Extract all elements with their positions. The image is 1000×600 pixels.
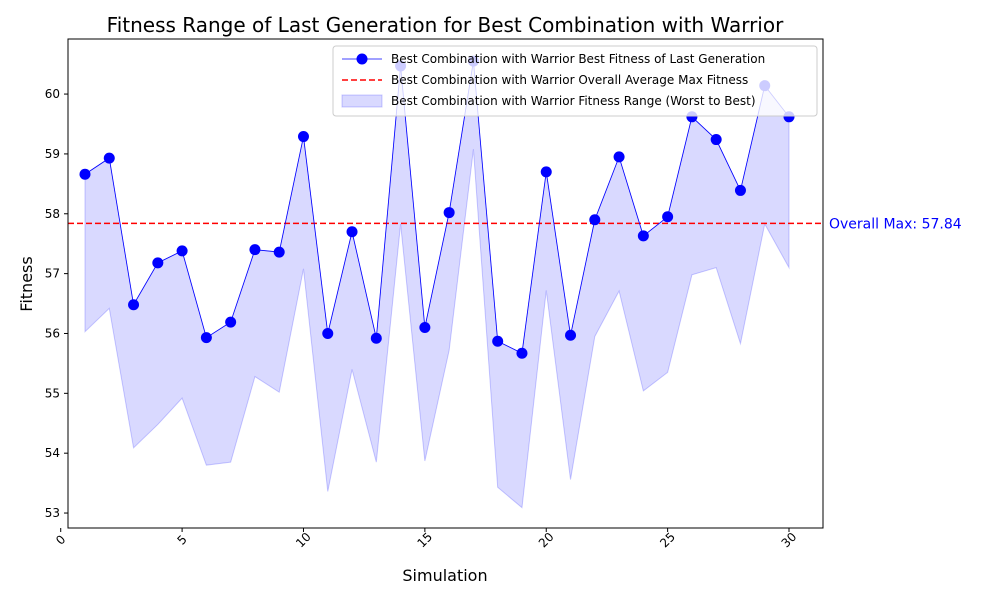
best-fitness-point [637, 230, 649, 242]
best-fitness-point [565, 329, 577, 341]
fitness-range-band-layer [84, 61, 790, 509]
x-tick-label: 5 [174, 532, 189, 547]
best-fitness-point [443, 207, 455, 219]
best-fitness-point [613, 151, 625, 163]
best-fitness-point [662, 211, 674, 223]
best-fitness-point [734, 184, 746, 196]
best-fitness-point [370, 332, 382, 344]
best-fitness-point [419, 321, 431, 333]
best-fitness-line [84, 61, 790, 354]
best-fitness-point [540, 166, 552, 178]
x-tick-label: 25 [657, 530, 678, 551]
best-fitness-point [152, 257, 164, 269]
y-tick-label: 60 [45, 87, 60, 101]
x-axis-ticks: 0 5 10 15 20 25 30 [53, 528, 799, 550]
chart-title: Fitness Range of Last Generation for Bes… [107, 13, 784, 37]
best-fitness-point [492, 335, 504, 347]
overall-max-annotation: Overall Max: 57.84 [829, 216, 962, 232]
fitness-range-band [84, 61, 790, 509]
legend-band-sample [341, 94, 383, 108]
x-tick-label: 10 [293, 530, 314, 551]
legend-entry-fitness-range: Best Combination with Warrior Fitness Ra… [391, 94, 756, 108]
y-tick-label: 57 [45, 267, 60, 281]
y-tick-label: 58 [45, 207, 60, 221]
plot-frame [67, 38, 824, 529]
best-fitness-point [346, 226, 358, 238]
best-fitness-point [516, 347, 528, 359]
best-fitness-point [200, 332, 212, 344]
x-tick-label: 30 [779, 530, 800, 551]
best-fitness-point [710, 134, 722, 146]
x-tick-label: 0 [53, 532, 68, 547]
legend-box [332, 45, 818, 117]
legend-marker-sample [356, 53, 368, 65]
y-axis-ticks: 53 54 55 56 57 58 59 60 [45, 87, 68, 520]
best-fitness-point [322, 327, 334, 339]
y-tick-label: 55 [45, 386, 60, 400]
best-fitness-point [103, 152, 115, 164]
y-axis-label: Fitness [17, 256, 36, 311]
best-fitness-point [225, 316, 237, 328]
y-tick-label: 59 [45, 147, 60, 161]
best-fitness-point [273, 246, 285, 258]
legend-entry-best-fitness: Best Combination with Warrior Best Fitne… [391, 52, 765, 66]
x-axis-label: Simulation [402, 566, 487, 585]
y-tick-label: 53 [45, 506, 60, 520]
legend: Best Combination with Warrior Best Fitne… [332, 45, 818, 117]
best-fitness-point [249, 244, 261, 256]
best-fitness-point [128, 299, 140, 311]
best-fitness-point [589, 214, 601, 226]
x-tick-label: 20 [536, 530, 557, 551]
best-fitness-point [297, 131, 309, 143]
best-fitness-point [176, 245, 188, 257]
legend-entry-average-max: Best Combination with Warrior Overall Av… [391, 73, 748, 87]
y-tick-label: 54 [45, 446, 60, 460]
x-tick-label: 15 [415, 530, 436, 551]
y-tick-label: 56 [45, 326, 60, 340]
best-fitness-point [79, 168, 91, 180]
